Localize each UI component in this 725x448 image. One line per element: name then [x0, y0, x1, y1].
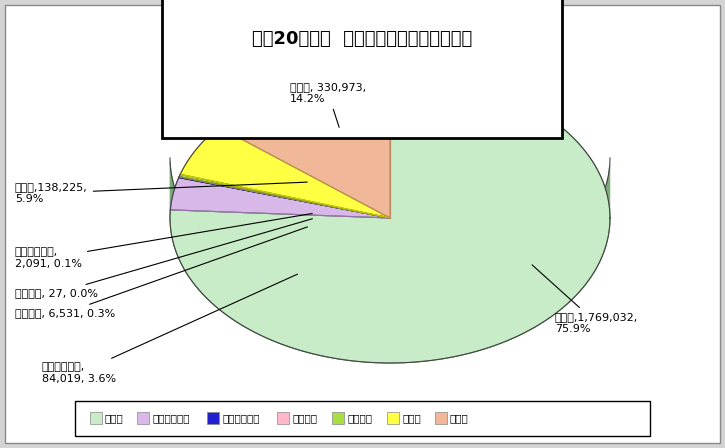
Polygon shape	[219, 73, 390, 218]
Text: 下水道: 下水道	[105, 413, 124, 423]
Text: 下水道,1,769,032,
75.9%: 下水道,1,769,032, 75.9%	[532, 265, 638, 334]
Polygon shape	[179, 174, 390, 218]
Polygon shape	[179, 177, 390, 218]
Text: 浄化槽: 浄化槽	[402, 413, 421, 423]
Text: 簡易排水, 27, 0.0%: 簡易排水, 27, 0.0%	[15, 219, 312, 298]
Text: 浄化槽,138,225,
5.9%: 浄化槽,138,225, 5.9%	[15, 182, 307, 204]
Text: コミプラ, 6,531, 0.3%: コミプラ, 6,531, 0.3%	[15, 227, 307, 318]
Text: 農業集落排水: 農業集落排水	[152, 413, 190, 423]
Text: 漁業集落排水,
2,091, 0.1%: 漁業集落排水, 2,091, 0.1%	[15, 213, 312, 269]
Bar	[435, 412, 447, 424]
Text: 漁業集落排水: 漁業集落排水	[223, 413, 260, 423]
Bar	[387, 412, 399, 424]
Text: 未処理, 330,973,
14.2%: 未処理, 330,973, 14.2%	[290, 82, 366, 127]
Polygon shape	[170, 177, 390, 218]
FancyBboxPatch shape	[5, 5, 720, 443]
Bar	[207, 412, 220, 424]
Text: 未処理: 未処理	[450, 413, 469, 423]
Polygon shape	[170, 162, 610, 363]
FancyBboxPatch shape	[75, 401, 650, 436]
Text: コミプラ: コミプラ	[347, 413, 373, 423]
Polygon shape	[179, 177, 390, 218]
Bar	[278, 412, 289, 424]
Text: 農業集落排水,
84,019, 3.6%: 農業集落排水, 84,019, 3.6%	[42, 274, 297, 384]
Bar	[90, 412, 102, 424]
Polygon shape	[170, 73, 610, 363]
Bar	[333, 412, 344, 424]
Text: 平成20年度末  汚水処理人口普及率の内訳: 平成20年度末 汚水処理人口普及率の内訳	[252, 30, 472, 48]
Bar	[138, 412, 149, 424]
Polygon shape	[181, 127, 390, 218]
Text: 簡易排水: 簡易排水	[292, 413, 318, 423]
